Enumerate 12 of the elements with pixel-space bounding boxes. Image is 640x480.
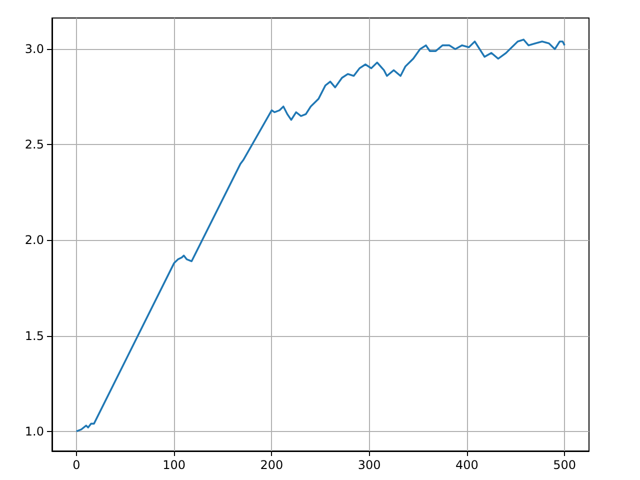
x-tick-label: 400 — [456, 458, 478, 472]
y-tick-label: 3.0 — [24, 42, 44, 56]
x-tick-label: 200 — [260, 458, 284, 472]
y-tick-label: 1.0 — [24, 424, 44, 438]
y-tick-label: 1.5 — [24, 328, 44, 343]
y-tick-label: 2.5 — [24, 138, 44, 152]
x-tick-label: 500 — [553, 458, 576, 472]
line-series — [76, 38, 566, 432]
x-tick-label: 0 — [72, 458, 80, 472]
x-tick-label: 300 — [358, 458, 381, 472]
x-tick-label: 100 — [162, 458, 186, 472]
y-tick-label: 2.0 — [24, 233, 44, 248]
